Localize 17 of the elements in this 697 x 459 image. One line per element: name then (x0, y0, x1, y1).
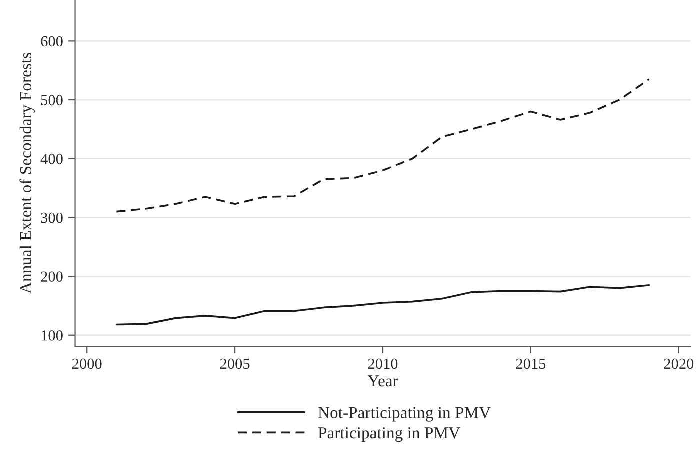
x-tick-label: 2020 (664, 358, 694, 370)
legend-label: Participating in PMV (318, 427, 460, 442)
x-axis-title: Year (368, 376, 398, 387)
x-tick-label: 2010 (368, 358, 398, 370)
y-tick-label: 300 (41, 212, 63, 224)
y-tick-label: 600 (41, 36, 63, 47)
y-tick-label: 400 (40, 154, 63, 164)
legend-label: Not-Participating in PMV (318, 407, 491, 422)
x-tick-label: 2000 (72, 358, 102, 370)
y-tick-label: 200 (41, 272, 63, 282)
line-series (116, 78, 650, 213)
line-series (116, 284, 650, 326)
y-tick-label: 500 (41, 95, 63, 106)
x-tick-label: 2015 (516, 358, 546, 370)
y-axis-title: Annual Extent of Secondary Forests (20, 53, 35, 294)
y-tick-label: 100 (42, 330, 63, 341)
x-tick-label: 2005 (220, 358, 250, 370)
